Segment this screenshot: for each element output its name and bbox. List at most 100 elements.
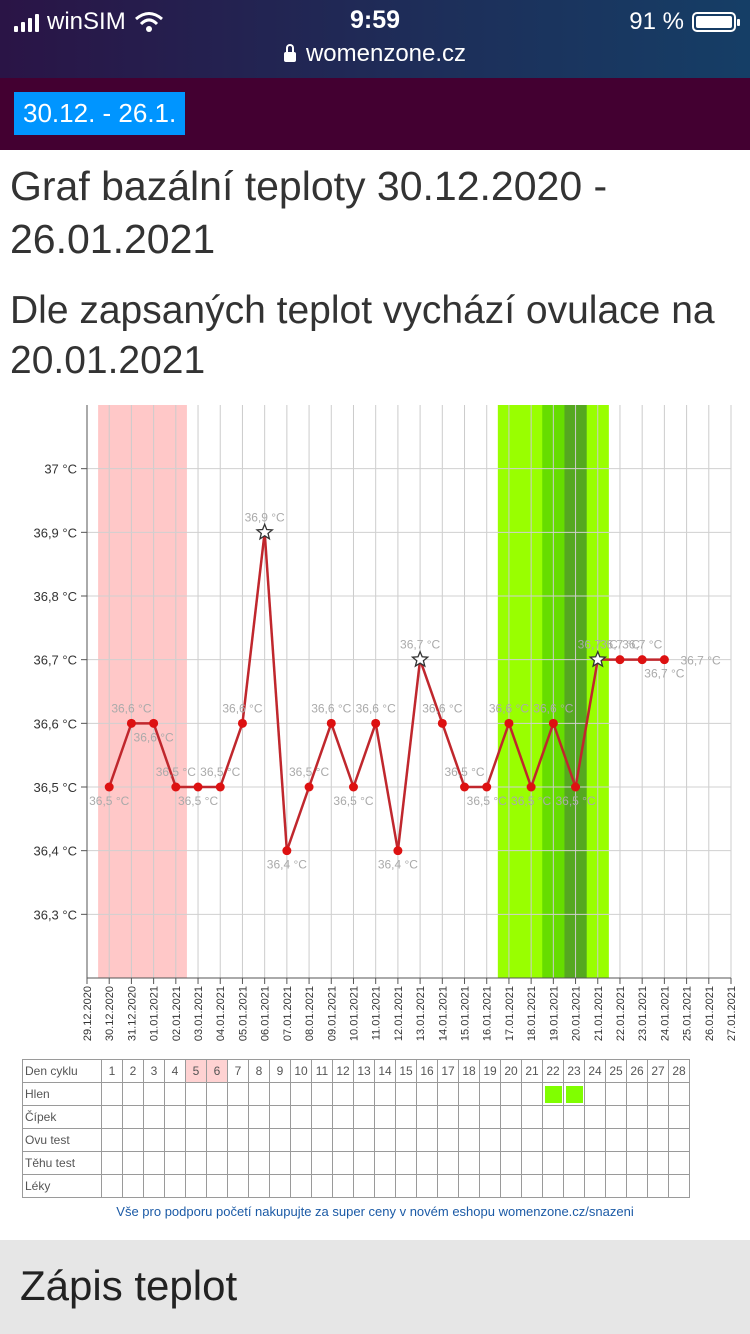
- cycle-entry-cell[interactable]: [500, 1174, 522, 1198]
- cycle-entry-cell[interactable]: [521, 1082, 543, 1106]
- cycle-entry-cell[interactable]: [122, 1174, 144, 1198]
- cycle-entry-cell[interactable]: [479, 1082, 501, 1106]
- cycle-entry-cell[interactable]: [332, 1082, 354, 1106]
- cycle-entry-cell[interactable]: [206, 1174, 228, 1198]
- cycle-day-cell[interactable]: 14: [374, 1059, 396, 1083]
- cycle-day-cell[interactable]: 8: [248, 1059, 270, 1083]
- cycle-entry-cell[interactable]: [395, 1105, 417, 1129]
- cycle-entry-cell[interactable]: [353, 1128, 375, 1152]
- cycle-entry-cell[interactable]: [605, 1174, 627, 1198]
- cycle-entry-cell[interactable]: [248, 1174, 270, 1198]
- cycle-entry-cell[interactable]: [563, 1128, 585, 1152]
- cycle-entry-cell[interactable]: [647, 1082, 669, 1106]
- cycle-entry-cell[interactable]: [353, 1174, 375, 1198]
- cycle-entry-cell[interactable]: [584, 1105, 606, 1129]
- cycle-entry-cell[interactable]: [647, 1105, 669, 1129]
- cycle-day-cell[interactable]: 28: [668, 1059, 690, 1083]
- cycle-day-cell[interactable]: 5: [185, 1059, 207, 1083]
- cycle-entry-cell[interactable]: [584, 1082, 606, 1106]
- cycle-entry-cell[interactable]: [395, 1082, 417, 1106]
- cycle-entry-cell[interactable]: [626, 1174, 648, 1198]
- cycle-entry-cell[interactable]: [668, 1151, 690, 1175]
- cycle-entry-cell[interactable]: [332, 1151, 354, 1175]
- cycle-entry-cell[interactable]: [647, 1151, 669, 1175]
- cycle-entry-cell[interactable]: [311, 1174, 333, 1198]
- cycle-day-cell[interactable]: 7: [227, 1059, 249, 1083]
- cycle-entry-cell[interactable]: [290, 1174, 312, 1198]
- date-range-button[interactable]: 30.12. - 26.1.: [14, 92, 186, 135]
- cycle-entry-cell[interactable]: [479, 1174, 501, 1198]
- cycle-day-cell[interactable]: 3: [143, 1059, 165, 1083]
- cycle-entry-cell[interactable]: [164, 1082, 186, 1106]
- cycle-entry-cell[interactable]: [143, 1151, 165, 1175]
- cycle-entry-cell[interactable]: [437, 1082, 459, 1106]
- cycle-entry-cell[interactable]: [500, 1151, 522, 1175]
- cycle-day-cell[interactable]: 22: [542, 1059, 564, 1083]
- cycle-entry-cell[interactable]: [332, 1105, 354, 1129]
- cycle-entry-cell[interactable]: [374, 1151, 396, 1175]
- cycle-entry-cell[interactable]: [311, 1105, 333, 1129]
- cycle-entry-cell[interactable]: [143, 1128, 165, 1152]
- cycle-entry-cell[interactable]: [458, 1105, 480, 1129]
- cycle-entry-cell[interactable]: [542, 1082, 564, 1106]
- cycle-entry-cell[interactable]: [227, 1105, 249, 1129]
- cycle-entry-cell[interactable]: [605, 1128, 627, 1152]
- cycle-entry-cell[interactable]: [122, 1128, 144, 1152]
- cycle-entry-cell[interactable]: [164, 1105, 186, 1129]
- cycle-entry-cell[interactable]: [101, 1082, 123, 1106]
- cycle-entry-cell[interactable]: [122, 1151, 144, 1175]
- cycle-entry-cell[interactable]: [227, 1128, 249, 1152]
- cycle-entry-cell[interactable]: [563, 1151, 585, 1175]
- cycle-entry-cell[interactable]: [479, 1151, 501, 1175]
- cycle-entry-cell[interactable]: [584, 1151, 606, 1175]
- cycle-entry-cell[interactable]: [395, 1151, 417, 1175]
- cycle-entry-cell[interactable]: [248, 1082, 270, 1106]
- cycle-entry-cell[interactable]: [416, 1174, 438, 1198]
- cycle-entry-cell[interactable]: [164, 1128, 186, 1152]
- cycle-entry-cell[interactable]: [500, 1082, 522, 1106]
- cycle-entry-cell[interactable]: [668, 1174, 690, 1198]
- cycle-entry-cell[interactable]: [185, 1174, 207, 1198]
- cycle-entry-cell[interactable]: [311, 1151, 333, 1175]
- cycle-entry-cell[interactable]: [647, 1174, 669, 1198]
- cycle-entry-cell[interactable]: [269, 1082, 291, 1106]
- cycle-entry-cell[interactable]: [353, 1151, 375, 1175]
- cycle-day-cell[interactable]: 9: [269, 1059, 291, 1083]
- cycle-entry-cell[interactable]: [374, 1082, 396, 1106]
- cycle-entry-cell[interactable]: [542, 1128, 564, 1152]
- cycle-entry-cell[interactable]: [563, 1105, 585, 1129]
- cycle-day-cell[interactable]: 10: [290, 1059, 312, 1083]
- cycle-entry-cell[interactable]: [395, 1174, 417, 1198]
- cycle-entry-cell[interactable]: [458, 1082, 480, 1106]
- cycle-entry-cell[interactable]: [521, 1128, 543, 1152]
- cycle-entry-cell[interactable]: [500, 1105, 522, 1129]
- cycle-entry-cell[interactable]: [185, 1082, 207, 1106]
- cycle-entry-cell[interactable]: [185, 1151, 207, 1175]
- cycle-entry-cell[interactable]: [227, 1082, 249, 1106]
- cycle-entry-cell[interactable]: [143, 1082, 165, 1106]
- cycle-entry-cell[interactable]: [416, 1082, 438, 1106]
- cycle-day-cell[interactable]: 26: [626, 1059, 648, 1083]
- cycle-day-cell[interactable]: 23: [563, 1059, 585, 1083]
- cycle-day-cell[interactable]: 25: [605, 1059, 627, 1083]
- cycle-entry-cell[interactable]: [647, 1128, 669, 1152]
- cycle-entry-cell[interactable]: [164, 1151, 186, 1175]
- cycle-day-cell[interactable]: 12: [332, 1059, 354, 1083]
- cycle-entry-cell[interactable]: [248, 1128, 270, 1152]
- cycle-entry-cell[interactable]: [500, 1128, 522, 1152]
- cycle-entry-cell[interactable]: [311, 1128, 333, 1152]
- cycle-entry-cell[interactable]: [269, 1174, 291, 1198]
- cycle-day-cell[interactable]: 19: [479, 1059, 501, 1083]
- cycle-entry-cell[interactable]: [479, 1105, 501, 1129]
- cycle-entry-cell[interactable]: [269, 1128, 291, 1152]
- cycle-entry-cell[interactable]: [542, 1151, 564, 1175]
- cycle-day-cell[interactable]: 13: [353, 1059, 375, 1083]
- cycle-entry-cell[interactable]: [626, 1105, 648, 1129]
- cycle-entry-cell[interactable]: [563, 1082, 585, 1106]
- cycle-entry-cell[interactable]: [332, 1174, 354, 1198]
- cycle-entry-cell[interactable]: [374, 1105, 396, 1129]
- cycle-entry-cell[interactable]: [626, 1128, 648, 1152]
- cycle-entry-cell[interactable]: [521, 1105, 543, 1129]
- cycle-entry-cell[interactable]: [479, 1128, 501, 1152]
- cycle-day-cell[interactable]: 15: [395, 1059, 417, 1083]
